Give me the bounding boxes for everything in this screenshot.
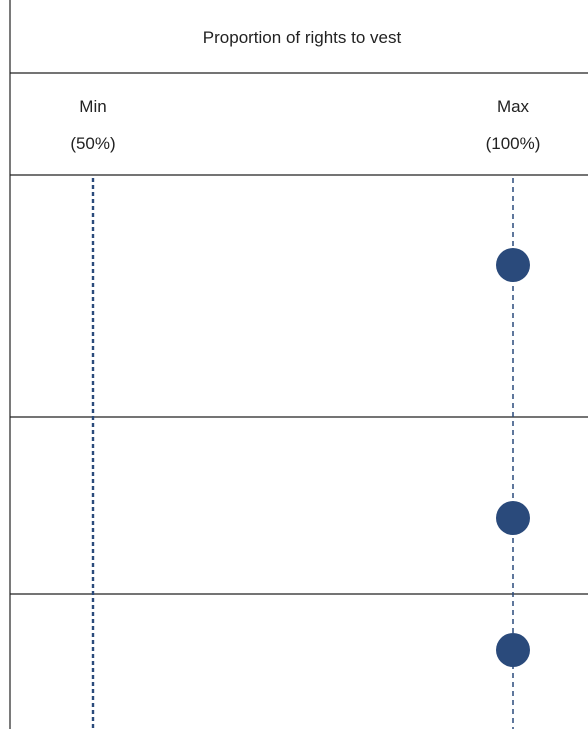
max-tick-label: Max (497, 97, 530, 116)
data-points (496, 248, 530, 667)
data-point-row-1 (496, 248, 530, 282)
chart-title: Proportion of rights to vest (203, 28, 402, 47)
table-borders (9, 0, 588, 729)
min-tick-label: Min (79, 97, 106, 116)
data-point-row-3 (496, 633, 530, 667)
max-tick-value: (100%) (486, 134, 541, 153)
min-tick-value: (50%) (70, 134, 115, 153)
data-point-row-2 (496, 501, 530, 535)
reference-lines (91, 178, 514, 729)
